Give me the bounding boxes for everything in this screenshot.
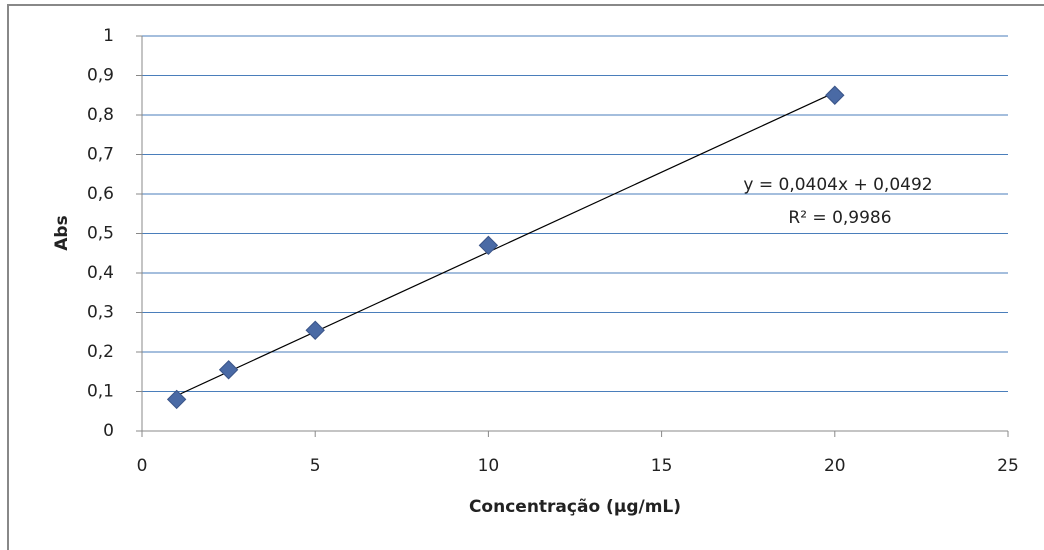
y-tick-label: 0,7 [87, 145, 114, 165]
x-axis-title: Concentração (µg/mL) [469, 497, 681, 517]
data-point [478, 235, 499, 256]
x-tick-label: 25 [997, 456, 1019, 476]
x-tick-label: 10 [478, 456, 500, 476]
y-tick-label: 0,4 [87, 263, 114, 283]
y-tick-label: 0,2 [87, 342, 114, 362]
y-tick-label: 0,8 [87, 105, 114, 125]
y-tick-label: 1 [103, 26, 114, 46]
x-tick-label: 15 [651, 456, 673, 476]
x-tick-label: 0 [137, 456, 148, 476]
x-tick-label: 20 [824, 456, 846, 476]
y-tick-label: 0,9 [87, 66, 114, 86]
data-point [305, 320, 325, 340]
data-point [825, 85, 845, 105]
y-tick-label: 0 [103, 421, 114, 441]
trend-equation: y = 0,0404x + 0,0492 [743, 175, 932, 195]
chart-frame [7, 4, 1044, 550]
y-axis-title: Abs [52, 215, 72, 250]
y-tick-label: 0,5 [87, 224, 114, 244]
y-tick-label: 0,6 [87, 184, 114, 204]
trendline [176, 91, 836, 397]
y-tick-label: 0,1 [87, 382, 114, 402]
r-squared: R² = 0,9986 [788, 208, 891, 228]
data-point [166, 389, 187, 410]
y-tick-label: 0,3 [87, 303, 114, 323]
x-tick-label: 5 [310, 456, 321, 476]
data-point [218, 360, 239, 380]
